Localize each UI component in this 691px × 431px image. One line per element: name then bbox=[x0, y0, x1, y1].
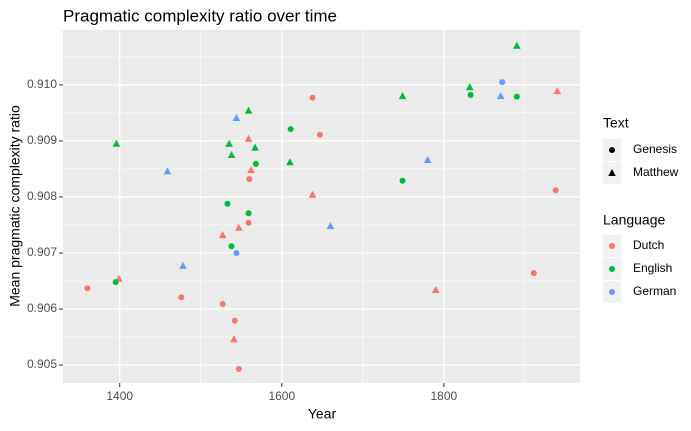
y-tick-label: 0.910 bbox=[27, 77, 57, 91]
grid bbox=[63, 30, 580, 383]
point bbox=[467, 91, 474, 98]
point bbox=[309, 94, 316, 101]
panel bbox=[63, 30, 580, 383]
point bbox=[552, 187, 559, 194]
legend-symbol bbox=[609, 266, 615, 272]
point bbox=[227, 150, 236, 158]
point bbox=[326, 222, 335, 230]
point bbox=[224, 200, 231, 207]
y-tick-label: 0.909 bbox=[27, 133, 57, 147]
point bbox=[553, 87, 562, 95]
x-axis-label: Year bbox=[308, 406, 337, 422]
legend-title: Language bbox=[603, 212, 666, 228]
point bbox=[218, 231, 227, 239]
point bbox=[499, 79, 506, 86]
legend-label: Dutch bbox=[633, 238, 664, 252]
legend-symbol bbox=[608, 169, 616, 176]
point bbox=[247, 166, 255, 174]
point bbox=[245, 210, 252, 217]
legend-label: Matthew bbox=[633, 165, 679, 179]
point bbox=[178, 294, 185, 301]
point bbox=[235, 365, 242, 372]
point bbox=[252, 160, 259, 167]
point bbox=[286, 158, 294, 166]
point bbox=[231, 317, 238, 324]
point bbox=[513, 93, 520, 100]
point bbox=[179, 261, 187, 269]
x-tick-label: 1800 bbox=[431, 389, 458, 403]
point bbox=[530, 270, 537, 277]
point bbox=[399, 177, 406, 184]
y-tick-label: 0.906 bbox=[27, 301, 57, 315]
legend-symbol bbox=[609, 289, 615, 295]
point bbox=[233, 250, 240, 257]
point bbox=[84, 285, 91, 292]
point bbox=[245, 219, 252, 226]
legend-label: German bbox=[633, 284, 676, 298]
point bbox=[228, 243, 235, 250]
point bbox=[219, 300, 226, 307]
legend-label: English bbox=[633, 261, 672, 275]
point bbox=[244, 106, 253, 114]
point bbox=[465, 83, 474, 91]
point bbox=[251, 143, 259, 151]
legend-label: Genesis bbox=[633, 142, 677, 156]
y-tick-label: 0.905 bbox=[27, 357, 57, 371]
point bbox=[112, 279, 119, 286]
points bbox=[84, 41, 562, 372]
legend-symbol bbox=[609, 243, 615, 249]
point bbox=[512, 41, 521, 49]
point bbox=[496, 92, 505, 100]
point bbox=[316, 131, 323, 138]
point bbox=[398, 92, 407, 100]
point bbox=[287, 126, 294, 133]
point bbox=[225, 139, 233, 147]
point bbox=[246, 176, 253, 183]
legend-symbol bbox=[609, 147, 615, 153]
y-tick-label: 0.907 bbox=[27, 245, 57, 259]
point bbox=[423, 155, 432, 163]
x-tick-label: 1400 bbox=[106, 389, 133, 403]
x-tick-label: 1600 bbox=[268, 389, 295, 403]
legend-title: Text bbox=[603, 115, 629, 131]
point bbox=[235, 223, 243, 231]
chart-title: Pragmatic complexity ratio over time bbox=[63, 6, 337, 25]
point bbox=[163, 167, 172, 175]
point bbox=[308, 190, 317, 198]
y-axis-label: Mean pragmatic complexity ratio bbox=[7, 105, 23, 307]
y-tick-label: 0.908 bbox=[27, 189, 57, 203]
point bbox=[232, 113, 241, 121]
point bbox=[112, 139, 121, 147]
point bbox=[244, 134, 253, 142]
point bbox=[431, 285, 440, 293]
point bbox=[230, 335, 238, 343]
